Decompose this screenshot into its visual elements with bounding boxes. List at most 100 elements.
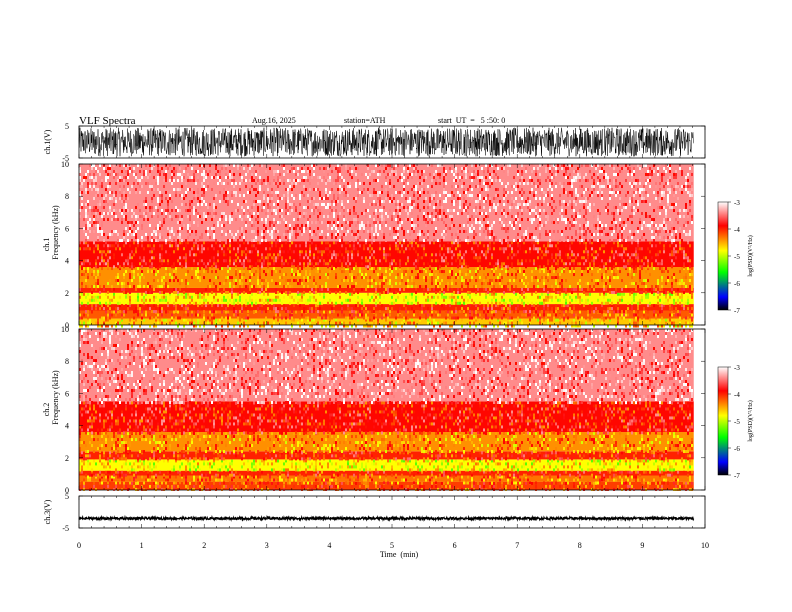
ch1-spectrogram-cell: [151, 285, 153, 289]
ch1-spectrogram-cell: [491, 253, 493, 257]
ch1-spectrogram-cell: [189, 200, 191, 203]
ch1-spectrogram-cell: [493, 247, 495, 251]
ch1-spectrogram-cell: [127, 176, 129, 179]
ch1-spectrogram-cell: [589, 316, 591, 320]
ch1-spectrogram-cell: [99, 273, 101, 277]
ch1-spectrogram-cell: [117, 179, 119, 182]
ch1-spectrogram-cell: [483, 200, 485, 203]
ch1-spectrogram-cell: [197, 290, 199, 294]
ch1-spectrogram-cell: [431, 164, 433, 167]
ch1-spectrogram-cell: [331, 253, 333, 257]
ch1-spectrogram-cell: [321, 324, 323, 328]
ch1-spectrogram-cell: [625, 310, 627, 314]
ch1-spectrogram-cell: [587, 318, 589, 322]
ch1-spectrogram-cell: [593, 250, 595, 254]
ch1-spectrogram-cell: [475, 170, 477, 173]
ch1-spectrogram-cell: [355, 316, 357, 320]
ch1-spectrogram-cell: [685, 253, 687, 257]
ch1-spectrogram-cell: [165, 285, 167, 289]
ch1-spectrogram-cell: [683, 253, 685, 257]
ch1-spectrogram-cell: [541, 188, 543, 191]
ch1-spectrogram-cell: [571, 290, 573, 294]
ch1-spectrogram-cell: [409, 188, 411, 191]
ch1-spectrogram-cell: [651, 265, 653, 269]
ch1-spectrogram-cell: [505, 285, 507, 289]
ch1-spectrogram-cell: [173, 250, 175, 254]
ch1-spectrogram-cell: [395, 321, 397, 325]
ch1-spectrogram-cell: [209, 310, 211, 314]
ch1-spectrogram-cell: [85, 173, 87, 176]
ch1-spectrogram-cell: [193, 259, 195, 263]
ch1-spectrogram-cell: [291, 273, 293, 277]
ch1-spectrogram-cell: [559, 182, 561, 185]
ch1-spectrogram-cell: [669, 170, 671, 173]
ch1-spectrogram-cell: [395, 244, 397, 248]
ch1-spectrogram-cell: [197, 321, 199, 325]
ch1-spectrogram-cell: [507, 164, 509, 167]
ch1-spectrogram-cell: [231, 170, 233, 173]
ch1-spectrogram-cell: [151, 200, 153, 203]
ch1-spectrogram-cell: [613, 310, 615, 314]
ch1-spectrogram-cell: [431, 310, 433, 314]
ch1-spectrogram-cell: [251, 164, 253, 167]
ch1-spectrogram-cell: [461, 185, 463, 188]
ch1-spectrogram-cell: [417, 295, 419, 299]
ch1-spectrogram-cell: [219, 179, 221, 182]
ch1-spectrogram-cell: [167, 200, 169, 203]
ch1-spectrogram-cell: [285, 290, 287, 294]
ch1-spectrogram-cell: [187, 188, 189, 191]
ch1-spectrogram-cell: [147, 290, 149, 294]
ch1-spectrogram-cell: [647, 179, 649, 182]
ch1-spectrogram-cell: [257, 253, 259, 257]
ch1-spectrogram-cell: [237, 241, 239, 245]
ch1-spectrogram-cell: [249, 188, 251, 191]
ch1-spectrogram-cell: [191, 164, 193, 167]
ch1-spectrogram-cell: [187, 307, 189, 311]
ch1-spectrogram-cell: [257, 276, 259, 280]
ch1-spectrogram-cell: [673, 250, 675, 254]
ch1-spectrogram-cell: [569, 256, 571, 260]
ch1-spectrogram-cell: [145, 292, 147, 296]
ch1-spectrogram-cell: [357, 295, 359, 299]
ch1-spectrogram-cell: [351, 307, 353, 311]
ch1-spectrogram-cell: [245, 279, 247, 283]
ch1-spectrogram-cell: [95, 276, 97, 280]
ch1-spectrogram-cell: [303, 307, 305, 311]
ch1-spectrogram-cell: [345, 182, 347, 185]
ch1-spectrogram-cell: [255, 301, 257, 305]
ch1-spectrogram-cell: [497, 301, 499, 305]
ch1-spectrogram-cell: [401, 244, 403, 248]
ch1-spectrogram-cell: [523, 292, 525, 296]
ch1-spectrogram-cell: [245, 253, 247, 257]
ch1-spectrogram-cell: [429, 321, 431, 325]
ch1-spectrogram-cell: [153, 194, 155, 197]
ch1-spectrogram-cell: [227, 197, 229, 200]
ch1-spectrogram-cell: [141, 259, 143, 263]
ch1-spectrogram-cell: [377, 273, 379, 277]
ch1-spectrogram-cell: [393, 301, 395, 305]
ch1-spectrogram-cell: [667, 182, 669, 185]
ch1-spectrogram-cell: [371, 253, 373, 257]
ch1-spectrogram-cell: [467, 194, 469, 197]
ch1-spectrogram-cell: [427, 307, 429, 311]
ch1-spectrogram-cell: [275, 282, 277, 286]
ch1-spectrogram-cell: [123, 185, 125, 188]
ch1-spectrogram-cell: [661, 191, 663, 194]
ch1-spectrogram-cell: [263, 301, 265, 305]
ch1-spectrogram-cell: [281, 164, 283, 167]
ch1-spectrogram-cell: [565, 176, 567, 179]
ch1-spectrogram-cell: [407, 310, 409, 314]
ch1-spectrogram-cell: [449, 176, 451, 179]
ch1-spectrogram-cell: [191, 318, 193, 322]
ch1-spectrogram-cell: [243, 290, 245, 294]
ch1-spectrogram-cell: [467, 282, 469, 286]
ch1-spectrogram-cell: [673, 191, 675, 194]
ch1-spectrogram-cell: [285, 241, 287, 245]
ch1-spectrogram-cell: [381, 188, 383, 191]
ch1-spectrogram-cell: [141, 185, 143, 188]
ch1-spectrogram-cell: [257, 179, 259, 182]
ch1-spectrogram-cell: [385, 253, 387, 257]
ch1-spectrogram-cell: [541, 194, 543, 197]
ch1-spectrogram-cell: [133, 310, 135, 314]
